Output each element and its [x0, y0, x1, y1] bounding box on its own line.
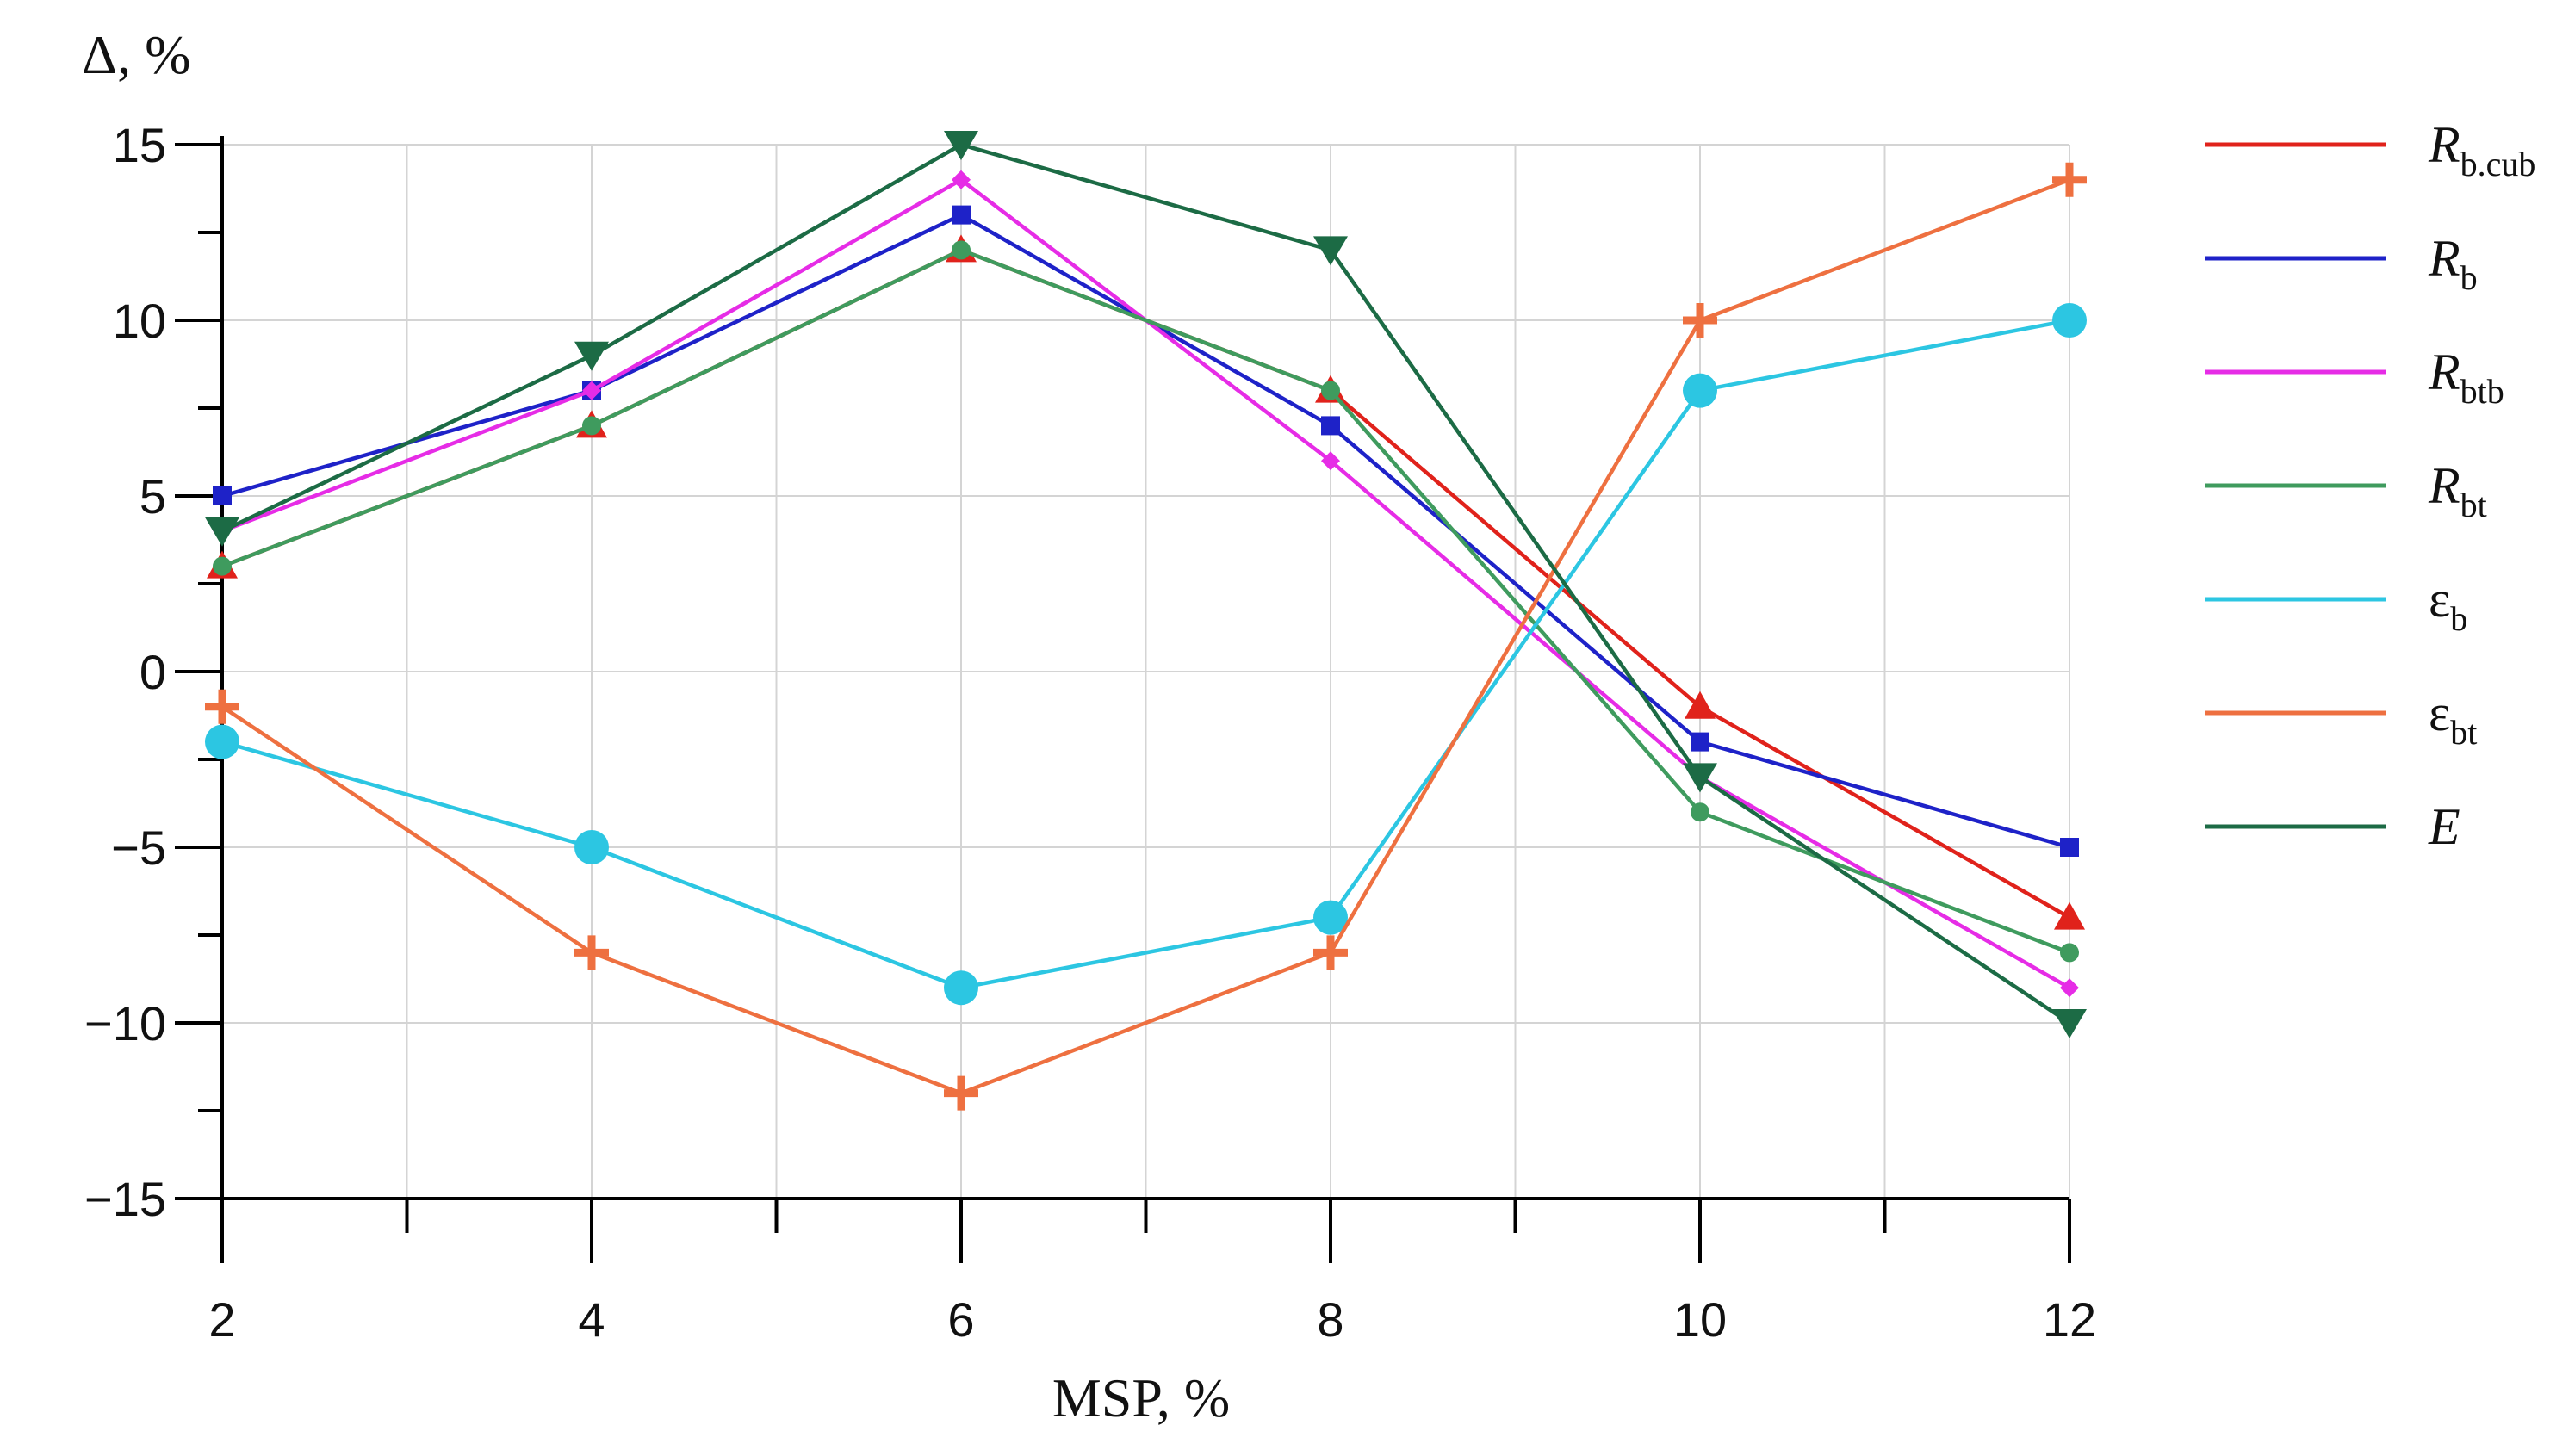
legend-label: εb [2429, 571, 2467, 638]
legend: Rb.cub Rb Rbtb Rbt εb εbt E [2205, 116, 2535, 855]
y-tick-label: 15 [113, 118, 166, 172]
y-tick-label: 0 [140, 645, 166, 699]
x-axis-title: MSP, % [1052, 1367, 1230, 1428]
series-E [205, 131, 2087, 1038]
x-tick-label: 10 [1673, 1292, 1727, 1347]
data-point [582, 381, 601, 400]
data-point [1683, 763, 1717, 793]
legend-label: Rbtb [2428, 344, 2504, 411]
data-point [1683, 303, 1717, 338]
series-line [221, 248, 2070, 955]
legend-label: εbt [2429, 685, 2477, 752]
series-εbt [205, 162, 2087, 1111]
legend-label: Rb.cub [2428, 116, 2535, 183]
data-point [582, 416, 601, 436]
x-tick-label: 12 [2043, 1292, 2096, 1347]
data-point [2052, 1009, 2087, 1038]
y-tick-label: −10 [84, 996, 166, 1050]
series-Rbt [213, 240, 2079, 963]
grid [221, 144, 2070, 1199]
data-point [1683, 373, 1717, 408]
data-point [574, 935, 609, 970]
data-point [952, 205, 971, 225]
data-point [213, 486, 232, 505]
data-point [2060, 943, 2079, 963]
data-point [574, 830, 609, 864]
legend-item: εb [2205, 571, 2467, 638]
data-point [2052, 303, 2087, 338]
data-point [1691, 732, 1709, 752]
data-point [1321, 416, 1340, 436]
legend-label: Rbt [2428, 457, 2487, 524]
data-point [952, 240, 971, 260]
data-point [205, 689, 239, 724]
axes: 15 10 5 0 −5 −10 −15 2 4 6 8 10 12 [84, 118, 2096, 1347]
legend-item: Rb [2205, 230, 2478, 297]
legend-item: Rbtb [2205, 344, 2504, 411]
data-point [944, 131, 978, 160]
data-point [2052, 162, 2087, 197]
y-tick-label: 10 [113, 294, 166, 348]
data-point [2060, 978, 2079, 998]
data-point [205, 724, 239, 759]
legend-label: Rb [2428, 230, 2478, 297]
x-tick-label: 6 [947, 1292, 974, 1347]
data-point [1321, 381, 1340, 400]
series-line [220, 177, 2070, 1095]
legend-label: E [2428, 798, 2460, 855]
data-point [213, 556, 232, 576]
y-tick-label: −5 [111, 821, 166, 875]
y-tick-label: −15 [84, 1172, 166, 1226]
data-point [1313, 900, 1348, 935]
series-line [221, 142, 2071, 1025]
data-point [2054, 901, 2085, 930]
data-point [1313, 935, 1348, 970]
series-lines [205, 131, 2087, 1111]
data-point [1691, 802, 1709, 822]
data-point [1685, 691, 1716, 719]
data-point [944, 970, 978, 1006]
data-point [574, 341, 609, 371]
y-tick-label: 5 [140, 469, 166, 524]
data-point [2060, 838, 2079, 857]
legend-item: Rb.cub [2205, 116, 2535, 183]
series-εb [205, 303, 2087, 1006]
y-axis-title: Δ, % [82, 24, 190, 85]
x-tick-label: 8 [1317, 1292, 1343, 1347]
legend-item: εbt [2205, 685, 2477, 752]
legend-item: E [2205, 798, 2460, 855]
data-point [1313, 236, 1348, 266]
x-tick-label: 4 [578, 1292, 605, 1347]
data-point [1321, 451, 1340, 471]
data-point [205, 517, 239, 547]
data-point [952, 170, 971, 189]
x-tick-label: 2 [208, 1292, 235, 1347]
series-line [221, 318, 2070, 990]
legend-item: Rbt [2205, 457, 2487, 524]
data-point [944, 1075, 978, 1111]
